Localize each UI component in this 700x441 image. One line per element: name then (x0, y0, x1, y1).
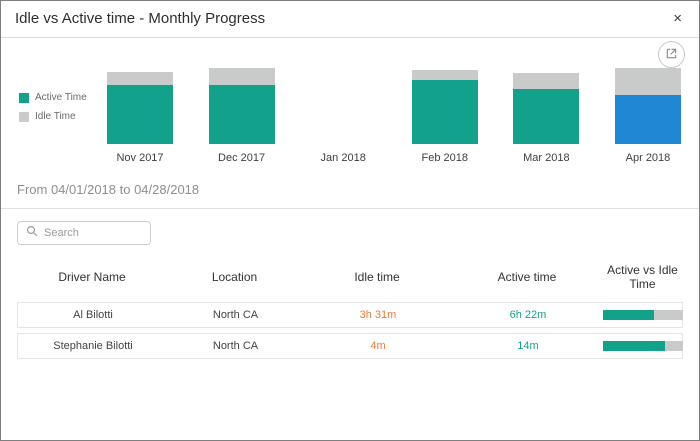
active-time-value: 14m (517, 340, 539, 352)
chart-column-nov-2017[interactable]: Nov 2017 (107, 66, 173, 164)
idle-time-value: 3h 31m (359, 309, 397, 321)
stacked-bar (107, 66, 173, 144)
legend-label-active: Active Time (35, 92, 87, 103)
chart-column-mar-2018[interactable]: Mar 2018 (513, 66, 580, 164)
monthly-progress-chart: Active Time Idle Time Nov 2017 Dec 2017 Ja… (1, 38, 699, 164)
driver-name: Al Bilotti (73, 309, 113, 321)
legend-item-idle: Idle Time (19, 111, 105, 122)
table-row[interactable]: Stephanie Bilotti North CA 4m 14m (17, 333, 683, 359)
search-box[interactable] (17, 221, 151, 245)
legend-label-idle: Idle Time (35, 111, 76, 122)
stacked-bar (614, 66, 681, 144)
stacked-bar (411, 66, 478, 144)
idle-bar-segment (107, 72, 173, 85)
idle-bar-segment (411, 70, 478, 80)
chart-legend: Active Time Idle Time (19, 66, 105, 164)
col-header-active-vs-idle: Active vs Idle Time (607, 263, 678, 291)
stacked-bar (513, 66, 580, 144)
export-button[interactable] (658, 41, 685, 68)
active-time-value: 6h 22m (509, 309, 547, 321)
idle-time-value: 4m (370, 340, 386, 352)
col-header-active-time: Active time (497, 270, 557, 284)
driver-location: North CA (212, 309, 259, 321)
chart-column-jan-2018[interactable]: Jan 2018 (310, 66, 376, 164)
month-label: Nov 2017 (116, 152, 164, 164)
idle-bar-segment (208, 68, 275, 85)
active-portion (603, 341, 666, 351)
active-bar-segment (411, 80, 478, 144)
chart-column-dec-2017[interactable]: Dec 2017 (208, 66, 275, 164)
active-bar-segment (208, 85, 275, 144)
active-bar-segment (614, 95, 681, 144)
chart-column-apr-2018[interactable]: Apr 2018 (614, 66, 681, 164)
table-header-row: Driver Name Location Idle time Active ti… (17, 253, 683, 302)
legend-item-active: Active Time (19, 92, 105, 103)
search-icon (26, 224, 38, 242)
dialog-header: Idle vs Active time - Monthly Progress × (1, 1, 699, 38)
export-icon (665, 47, 678, 63)
stacked-bar (208, 66, 275, 144)
month-label: Feb 2018 (421, 152, 469, 164)
col-header-driver-name: Driver Name (58, 270, 126, 284)
idle-bar-segment (513, 73, 580, 89)
idle-time-swatch (19, 111, 29, 122)
month-label: Apr 2018 (625, 152, 671, 164)
col-header-location: Location (211, 270, 258, 284)
active-vs-idle-cell (603, 341, 683, 351)
idle-bar-segment (614, 68, 681, 95)
active-bar-segment (107, 85, 173, 144)
chart-bars: Nov 2017 Dec 2017 Jan 2018 Feb 2018 Mar 2018… (105, 66, 683, 164)
month-label: Jan 2018 (320, 152, 366, 164)
date-range-label: From 04/01/2018 to 04/28/2018 (1, 182, 699, 209)
month-label: Dec 2017 (218, 152, 266, 164)
dialog-title: Idle vs Active time - Monthly Progress (15, 10, 266, 27)
table-row[interactable]: Al Bilotti North CA 3h 31m 6h 22m (17, 302, 683, 328)
active-vs-idle-bar (603, 341, 683, 351)
active-vs-idle-bar (603, 310, 683, 320)
active-vs-idle-cell (603, 310, 683, 320)
active-portion (603, 310, 655, 320)
driver-name: Stephanie Bilotti (53, 340, 133, 352)
month-label: Mar 2018 (523, 152, 570, 164)
active-time-swatch (19, 92, 29, 103)
drivers-table: Driver Name Location Idle time Active ti… (1, 251, 699, 359)
stacked-bar (310, 66, 376, 144)
driver-location: North CA (212, 340, 259, 352)
active-bar-segment (513, 89, 580, 144)
col-header-idle-time: Idle time (354, 270, 400, 284)
close-icon[interactable]: × (670, 9, 685, 28)
chart-column-feb-2018[interactable]: Feb 2018 (411, 66, 478, 164)
search-input[interactable] (44, 227, 142, 239)
